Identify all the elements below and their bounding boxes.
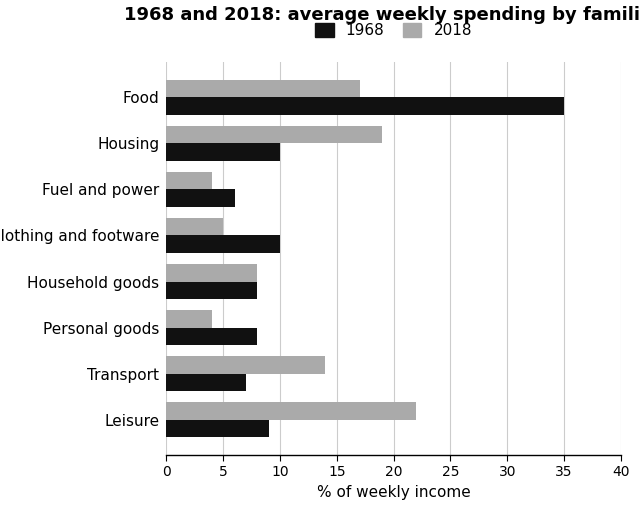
Bar: [166, 143, 280, 161]
Legend: 1968, 2018: 1968, 2018: [310, 19, 477, 43]
Bar: [166, 126, 382, 143]
Bar: [166, 356, 326, 374]
Bar: [166, 282, 257, 299]
Bar: [166, 97, 564, 115]
Bar: [166, 328, 257, 345]
Bar: [166, 235, 280, 253]
Bar: [166, 374, 246, 391]
X-axis label: % of weekly income: % of weekly income: [317, 485, 470, 500]
Bar: [166, 80, 360, 97]
Bar: [166, 218, 223, 235]
Bar: [166, 420, 269, 437]
Bar: [166, 264, 257, 282]
Bar: [166, 402, 417, 420]
Bar: [166, 189, 235, 207]
Title: 1968 and 2018: average weekly spending by families: 1968 and 2018: average weekly spending b…: [124, 6, 640, 24]
Bar: [166, 310, 212, 328]
Bar: [166, 172, 212, 189]
